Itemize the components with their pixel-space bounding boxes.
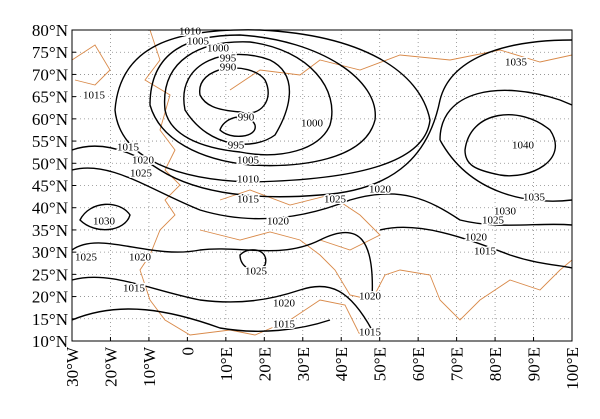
isobar	[439, 89, 573, 202]
coastline	[219, 189, 381, 251]
isobar	[239, 249, 267, 271]
lon-label: 100°E	[563, 347, 582, 390]
coastlines	[71, 29, 573, 336]
contour-label: 1020	[465, 232, 488, 244]
lat-label: 30°N	[32, 243, 68, 262]
contour-label: 1020	[369, 184, 392, 196]
lon-label: 60°E	[409, 347, 428, 381]
contour-label: 990	[220, 62, 237, 74]
contour-label: 1025	[245, 266, 268, 278]
lon-label: 30°W	[63, 346, 82, 387]
lat-label: 65°N	[32, 88, 68, 107]
isobar	[219, 116, 256, 137]
lat-label: 10°N	[32, 332, 68, 351]
contour-label: 995	[220, 53, 237, 65]
isobar	[71, 167, 573, 226]
contour-label: 1015	[474, 246, 497, 258]
isobar	[79, 203, 131, 231]
isobar	[149, 34, 376, 167]
lat-label: 80°N	[32, 21, 68, 40]
isobar	[464, 114, 557, 177]
contour-label: 1020	[273, 298, 296, 310]
lat-label: 50°N	[32, 154, 68, 173]
lon-label: 0	[178, 347, 197, 356]
lon-label: 70°E	[448, 347, 467, 381]
coastline	[199, 229, 573, 321]
contour-label: 1015	[83, 90, 106, 102]
lon-label: 50°E	[371, 347, 390, 381]
lat-label: 20°N	[32, 288, 68, 307]
axis-labels: 80°N 75°N 70°N 65°N 60°N 55°N 50°N 45°N 40°N 35°N…	[32, 21, 582, 390]
contour-label: 1015	[117, 142, 140, 154]
contour-label: 1010	[179, 26, 202, 38]
contour-label: 995	[228, 140, 245, 152]
contour-label: 990	[238, 112, 255, 124]
contour-label: 1015	[359, 327, 382, 339]
coastline	[71, 44, 111, 86]
contour-label: 1005	[187, 36, 210, 48]
contour-label: 1035	[523, 192, 546, 204]
contour-label: 1020	[129, 252, 152, 264]
lat-label: 25°N	[32, 265, 68, 284]
isobar	[71, 308, 331, 332]
contour-label: 1005	[237, 155, 260, 167]
lon-label: 20°E	[255, 347, 274, 381]
contour-label: 1000	[301, 118, 324, 130]
isobar	[114, 29, 431, 183]
lat-label: 60°N	[32, 110, 68, 129]
contour-label: 1000	[207, 43, 230, 55]
isobar	[379, 226, 573, 269]
contour-label: 1020	[359, 291, 382, 303]
contour-label: 1025	[130, 168, 153, 180]
lon-label: 80°E	[486, 347, 505, 381]
contour-label: 1025	[482, 215, 505, 227]
lon-label: 10°E	[217, 347, 236, 381]
lat-label: 45°N	[32, 177, 68, 196]
isobar	[183, 53, 291, 145]
contour-label: 1020	[132, 155, 155, 167]
lat-label: 55°N	[32, 132, 68, 151]
isobar	[71, 39, 573, 198]
lon-label: 10°W	[140, 346, 159, 387]
lon-label: 30°E	[294, 347, 313, 381]
lon-label: 40°E	[332, 347, 351, 381]
contour-label: 1025	[75, 252, 98, 264]
lat-label: 75°N	[32, 43, 68, 62]
contour-label: 1010	[237, 174, 260, 186]
lon-label: 90°E	[525, 347, 544, 381]
contour-label: 1015	[237, 194, 260, 206]
contour-labels: 1010 1005 1000 995 990 990 1000 995 1005…	[74, 24, 548, 340]
contour-label: 1015	[123, 283, 146, 295]
lat-label: 35°N	[32, 221, 68, 240]
contour-label: 1015	[273, 319, 296, 331]
lat-label: 15°N	[32, 310, 68, 329]
isobars	[71, 29, 573, 332]
isobar	[163, 41, 333, 156]
lon-label: 20°W	[101, 346, 120, 387]
coastline	[229, 49, 573, 91]
contour-label: 1030	[494, 206, 517, 218]
contour-label: 1025	[324, 194, 347, 206]
lat-label: 70°N	[32, 65, 68, 84]
contour-label: 1040	[512, 140, 535, 152]
isobar	[71, 276, 373, 331]
contour-label: 1020	[267, 216, 290, 228]
isobar	[199, 67, 269, 114]
contour-label: 1035	[505, 57, 528, 69]
lat-label: 40°N	[32, 199, 68, 218]
contour-label: 1030	[93, 216, 116, 228]
